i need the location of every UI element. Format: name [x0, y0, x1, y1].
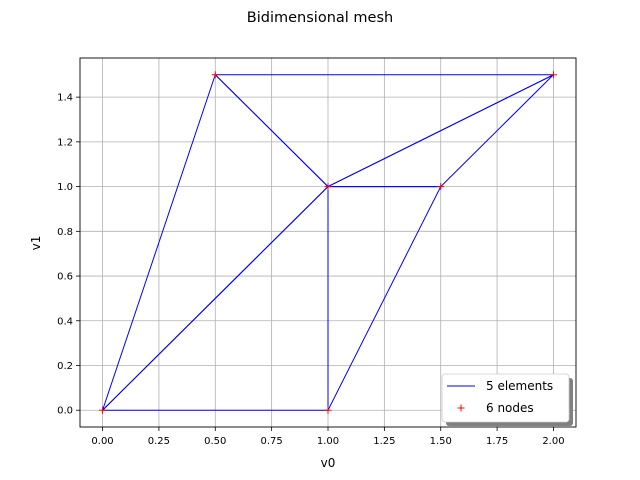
x-tick-label: 0.00: [91, 436, 113, 447]
x-tick-label: 1.50: [430, 436, 452, 447]
mesh-nodes: [99, 71, 557, 414]
legend-node-marker: [457, 404, 465, 412]
y-axis-label: v1: [29, 236, 43, 251]
legend: 5 elements 6 nodes: [441, 373, 573, 426]
mesh-node: [324, 183, 332, 191]
y-tick-label: 0.4: [57, 316, 73, 327]
x-tick-label: 0.75: [261, 436, 283, 447]
x-tick-label: 0.50: [204, 436, 226, 447]
x-tick-label: 1.75: [486, 436, 508, 447]
mesh-node: [437, 183, 445, 191]
chart-title: Bidimensional mesh: [247, 10, 393, 26]
mesh-element: [102, 73, 329, 411]
y-axis-ticks: 0.0 0.2 0.4 0.6 0.8 1.0 1.2 1.4: [57, 93, 80, 417]
x-axis-ticks: 0.00 0.25 0.50 0.75 1.00 1.25 1.50 1.75 2.00: [91, 427, 565, 447]
y-tick-label: 0.8: [57, 227, 73, 238]
x-tick-label: 1.25: [373, 436, 395, 447]
mesh-node: [549, 71, 557, 79]
mesh-elements: [101, 73, 554, 411]
y-tick-label: 0.6: [57, 272, 73, 283]
x-tick-label: 2.00: [542, 436, 564, 447]
y-tick-label: 1.4: [57, 93, 73, 104]
y-tick-label: 1.0: [57, 182, 73, 193]
mesh-node: [99, 406, 107, 414]
y-tick-label: 0.0: [57, 406, 73, 417]
legend-elements-label: 5 elements: [486, 379, 553, 393]
legend-nodes-swatch: [457, 404, 465, 412]
mesh-node: [324, 406, 332, 414]
x-tick-label: 0.25: [148, 436, 170, 447]
x-tick-label: 1.00: [317, 436, 339, 447]
y-tick-label: 0.2: [57, 361, 73, 372]
x-axis-label: v0: [321, 456, 336, 470]
mesh-node: [211, 71, 219, 79]
y-tick-label: 1.2: [57, 137, 73, 148]
legend-nodes-label: 6 nodes: [486, 401, 534, 415]
